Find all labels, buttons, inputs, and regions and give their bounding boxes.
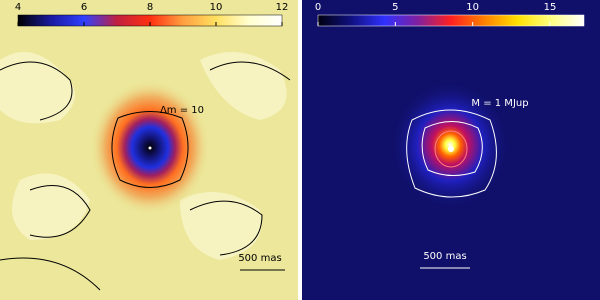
star bbox=[448, 146, 454, 152]
right-panel bbox=[302, 0, 600, 300]
colorbar-tick-label: 6 bbox=[81, 2, 87, 13]
contour bbox=[434, 130, 468, 168]
scale-label: 500 mas bbox=[423, 251, 466, 262]
contour bbox=[406, 109, 497, 198]
scale-label: 500 mas bbox=[238, 253, 281, 264]
star bbox=[148, 146, 152, 150]
colorbar-tick-label: 8 bbox=[147, 2, 153, 13]
colorbar bbox=[317, 14, 585, 27]
contour bbox=[0, 61, 291, 291]
psf bbox=[390, 80, 510, 210]
contour bbox=[111, 111, 189, 188]
colorbar-tick-label: 15 bbox=[544, 2, 557, 13]
colorbar-tick-label: 0 bbox=[315, 2, 321, 13]
annotation: M = 1 MJup bbox=[471, 98, 528, 109]
colorbar-tick-label: 10 bbox=[466, 2, 479, 13]
bright-patches bbox=[0, 52, 287, 260]
colorbar-tick-label: 10 bbox=[210, 2, 223, 13]
colorbar-tick-label: 5 bbox=[392, 2, 398, 13]
annotation: Δm = 10 bbox=[160, 105, 204, 116]
colorbar-tick-label: 4 bbox=[15, 2, 21, 13]
contour bbox=[421, 121, 483, 176]
colorbar-tick-label: 12 bbox=[276, 2, 289, 13]
left-panel bbox=[0, 0, 298, 300]
